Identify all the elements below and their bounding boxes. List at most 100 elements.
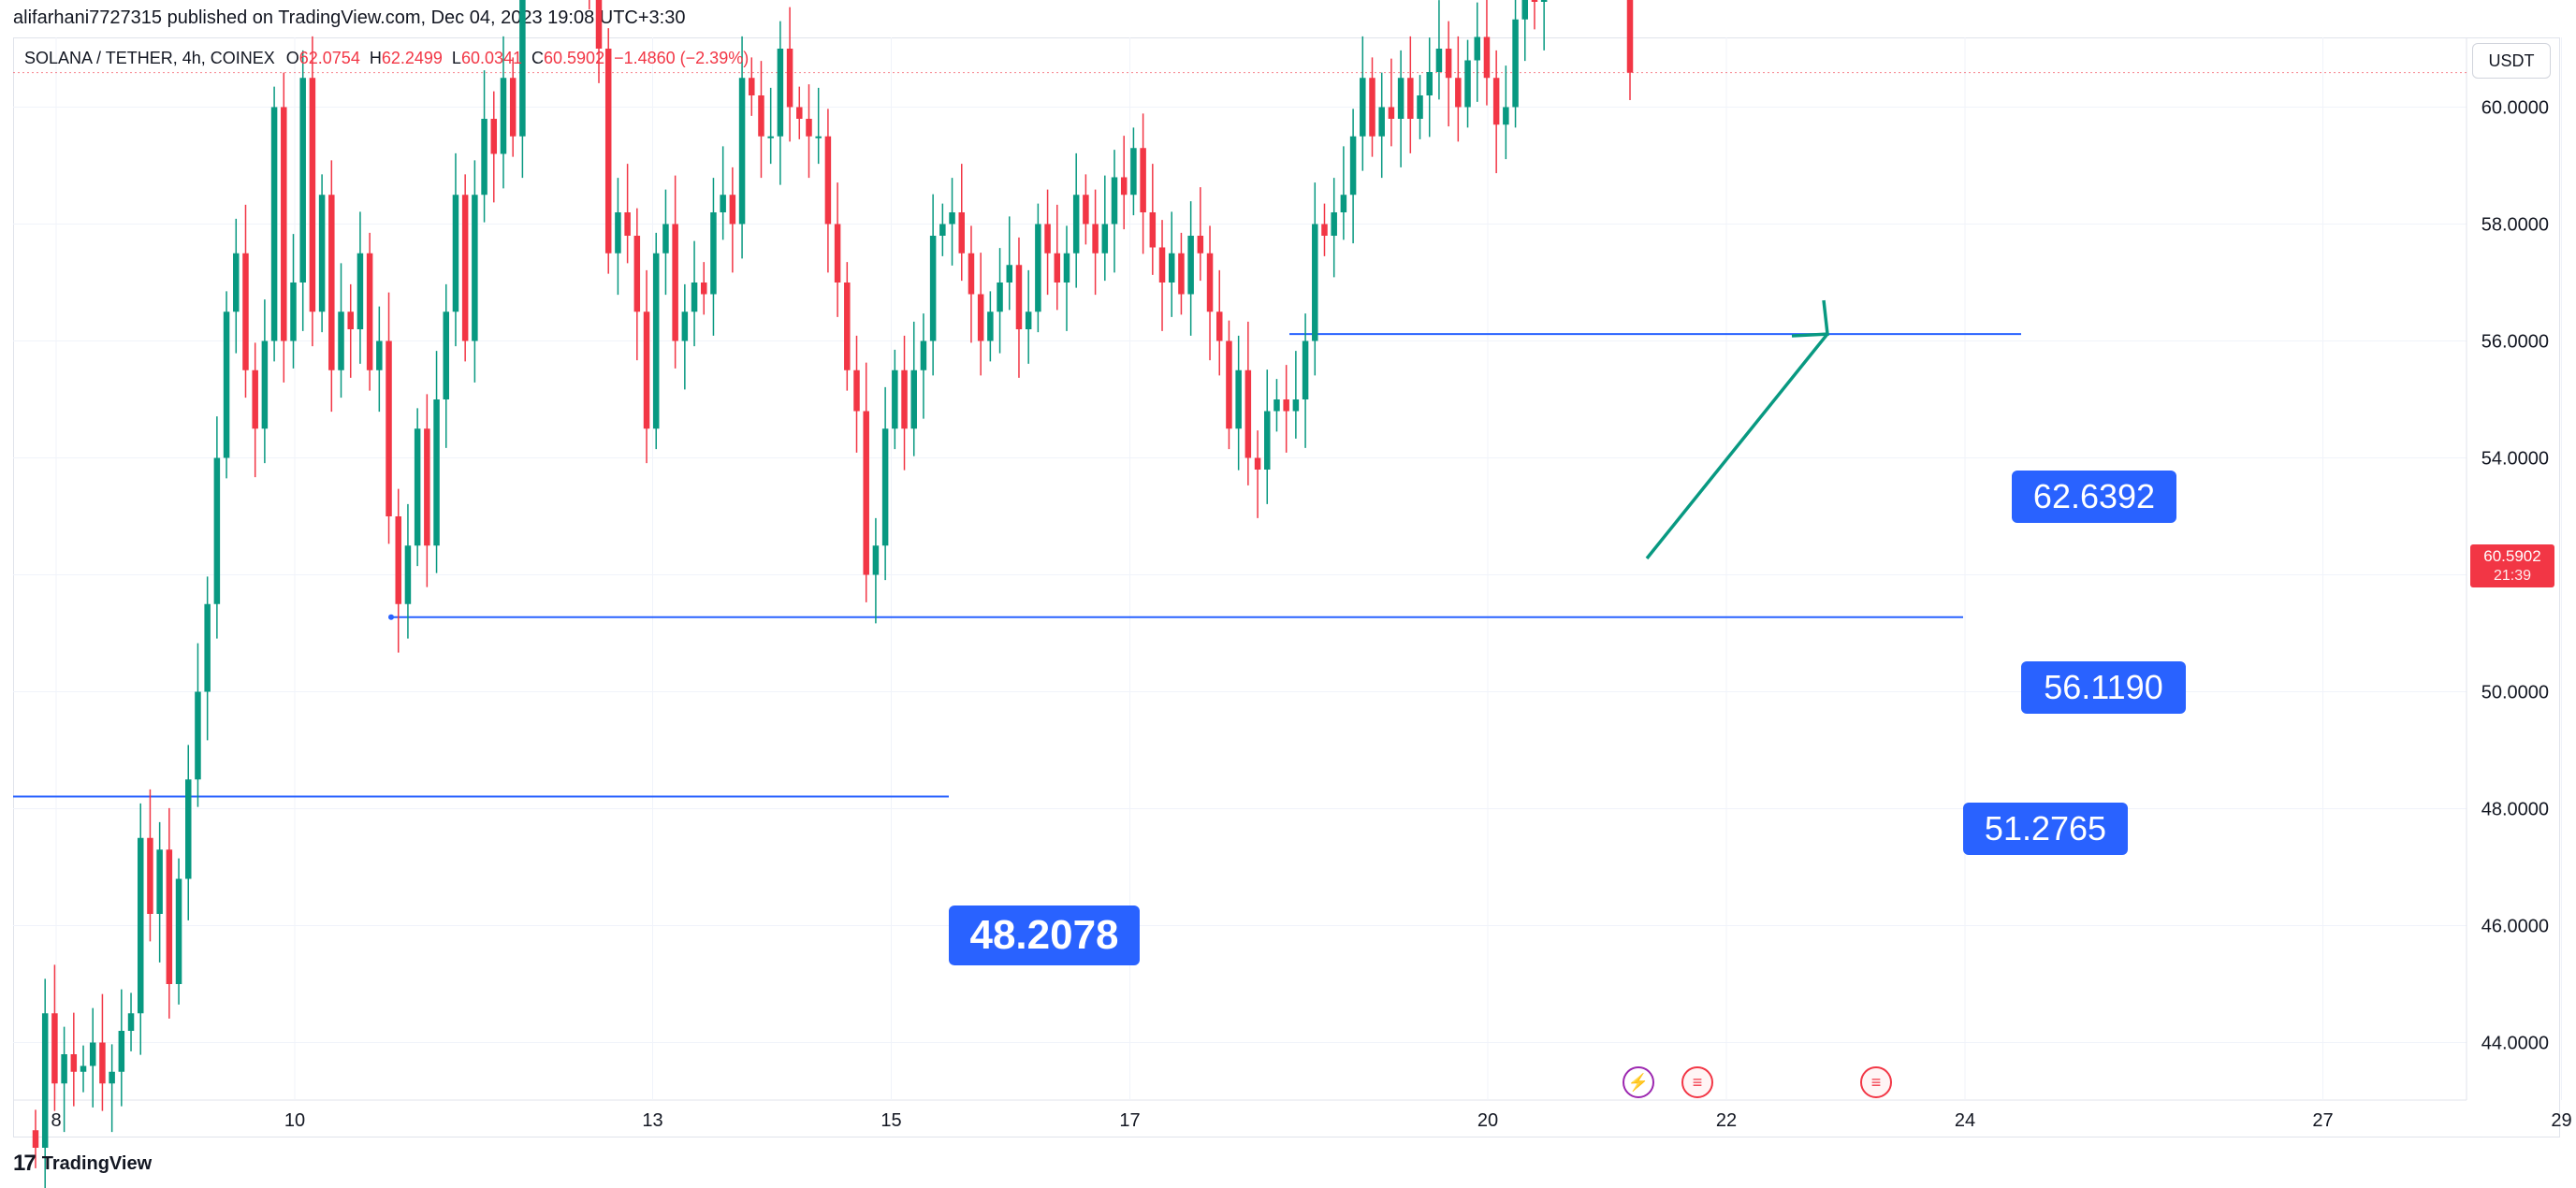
level-label-51[interactable]: 51.2765 [1963, 803, 2128, 855]
us-flag-event-icon[interactable]: ≡ [1681, 1066, 1713, 1098]
x-tick-label: 13 [642, 1110, 662, 1131]
candle-body [1111, 177, 1118, 225]
chart-frame[interactable] [13, 37, 2560, 1137]
candle-body [987, 311, 994, 341]
candle-body [109, 1071, 115, 1084]
candle-body [1178, 253, 1185, 295]
candle-body [1130, 148, 1137, 196]
candle-body [910, 369, 917, 429]
candle-body [1168, 253, 1175, 283]
tradingview-logo[interactable]: 17 TradingView [13, 1151, 152, 1177]
candle-body [424, 428, 430, 546]
candle-body [1140, 148, 1146, 212]
candle-body [61, 1054, 67, 1084]
candle-body [1292, 399, 1300, 412]
candle-body [672, 224, 678, 341]
candle-body [1360, 78, 1366, 137]
x-tick-label: 24 [1955, 1110, 1975, 1131]
candle-body [472, 195, 478, 341]
candle-body [404, 545, 412, 604]
candle-body [786, 49, 793, 108]
candle-body [1063, 253, 1070, 283]
candle-body [127, 1013, 135, 1031]
x-tick-label: 22 [1716, 1110, 1737, 1131]
candle-body [1474, 36, 1480, 61]
candle-body [929, 236, 937, 341]
y-tick-label: 46.0000 [2481, 917, 2549, 937]
y-tick-label: 50.0000 [2481, 683, 2549, 703]
level-label-62[interactable]: 62.6392 [2012, 471, 2176, 523]
candle-body [347, 311, 354, 329]
candle-body [233, 253, 240, 312]
candle-body [1226, 340, 1232, 429]
candle-body [1512, 19, 1519, 108]
high-value: 62.2499 [381, 49, 443, 67]
candle-body [185, 779, 192, 879]
candle-body [844, 283, 851, 370]
arrow-shaft [1645, 332, 1829, 560]
candle-body [1312, 224, 1318, 341]
candle-body [357, 253, 364, 329]
change-value: −1.4860 (−2.39%) [614, 49, 750, 67]
projection-arrow [1645, 299, 1829, 560]
candle-body [1503, 107, 1509, 125]
candle-body [1149, 212, 1157, 248]
candle-body [290, 283, 297, 341]
y-tick-label: 48.0000 [2481, 800, 2549, 820]
level-label-56[interactable]: 56.1190 [2021, 661, 2186, 714]
candle-body [1244, 369, 1252, 458]
y-tick-label: 44.0000 [2481, 1034, 2549, 1054]
candle-body [758, 95, 764, 137]
candle-body [624, 212, 631, 236]
y-tick-label: 56.0000 [2481, 332, 2549, 353]
candle-body [920, 340, 927, 370]
candle-body [443, 311, 450, 399]
candle-body [662, 224, 669, 254]
candle-body [1426, 72, 1433, 95]
candle-body [892, 369, 898, 429]
candle-body [824, 136, 832, 225]
candle-body [281, 107, 287, 341]
candle-body [1321, 224, 1328, 236]
symbol-legend: SOLANA / TETHER, 4h, COINEX O62.0754 H62.2… [24, 49, 758, 68]
candle-body [519, 0, 526, 137]
y-tick-label: 60.0000 [2481, 98, 2549, 119]
x-tick-label: 15 [880, 1110, 901, 1131]
tv-logo-icon: 17 [13, 1151, 36, 1176]
candle-body [70, 1054, 78, 1072]
candle-body [1101, 224, 1109, 254]
x-tick-label: 8 [51, 1110, 61, 1131]
candle-body [968, 253, 975, 295]
y-tick-label: 62.0000 [2481, 0, 2549, 2]
candle-body [1369, 78, 1375, 137]
brand-name: TradingView [41, 1152, 153, 1174]
us-flag-event-icon-2[interactable]: ≡ [1860, 1066, 1892, 1098]
x-tick-label: 27 [2312, 1110, 2333, 1131]
candle-body [738, 78, 746, 225]
candle-body [1455, 78, 1462, 108]
candle-body [1264, 411, 1271, 470]
candle-body [328, 195, 335, 370]
candle-body [1302, 340, 1309, 399]
candle-body [500, 78, 507, 154]
candle-body [710, 212, 717, 295]
last-price-badge: 60.5902 21:39 [2470, 544, 2554, 587]
level-label-48[interactable]: 48.2078 [949, 905, 1140, 965]
candle-body [1397, 78, 1404, 119]
lightning-event-icon[interactable]: ⚡ [1623, 1066, 1654, 1098]
candle-body [118, 1031, 125, 1072]
candle-body [949, 212, 955, 225]
open-value: 62.0754 [298, 49, 360, 67]
candle-body [242, 253, 249, 370]
currency-button[interactable]: USDT [2472, 43, 2551, 79]
y-tick-label: 58.0000 [2481, 215, 2549, 236]
candle-body [1215, 311, 1223, 341]
candle-body [863, 411, 869, 575]
candle-body [1083, 195, 1089, 225]
candle-body [1483, 36, 1491, 79]
candle-body [1092, 224, 1099, 254]
candle-body [997, 283, 1003, 312]
candle-body [137, 837, 144, 1014]
candle-body [366, 253, 373, 370]
